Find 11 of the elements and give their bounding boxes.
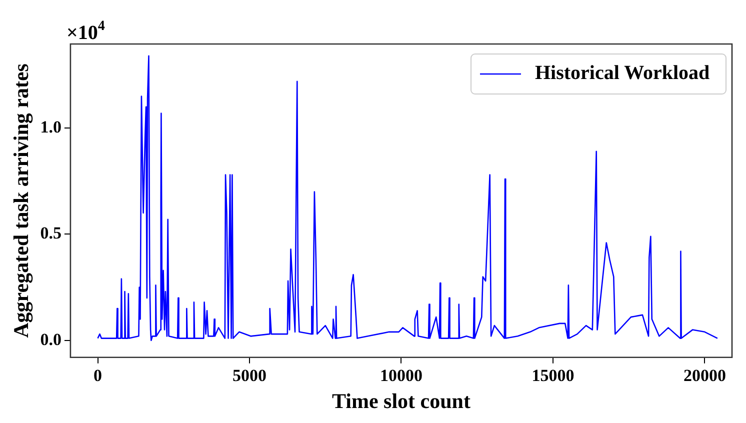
legend-label: Historical Workload [535,62,710,84]
x-axis-title: Time slot count [332,388,470,413]
y-tick-label: 0.0 [40,330,62,349]
x-tick-label: 15000 [532,366,574,385]
y-axis-title: Aggregated task arriving rates [9,64,34,338]
y-tick-label: 0.5 [40,224,62,243]
x-tick-label: 10000 [380,366,422,385]
x-tick-label: 0 [94,366,102,385]
x-tick-label: 5000 [232,366,266,385]
y-tick-label: 1.0 [40,117,62,136]
x-tick-label: 20000 [683,366,726,385]
